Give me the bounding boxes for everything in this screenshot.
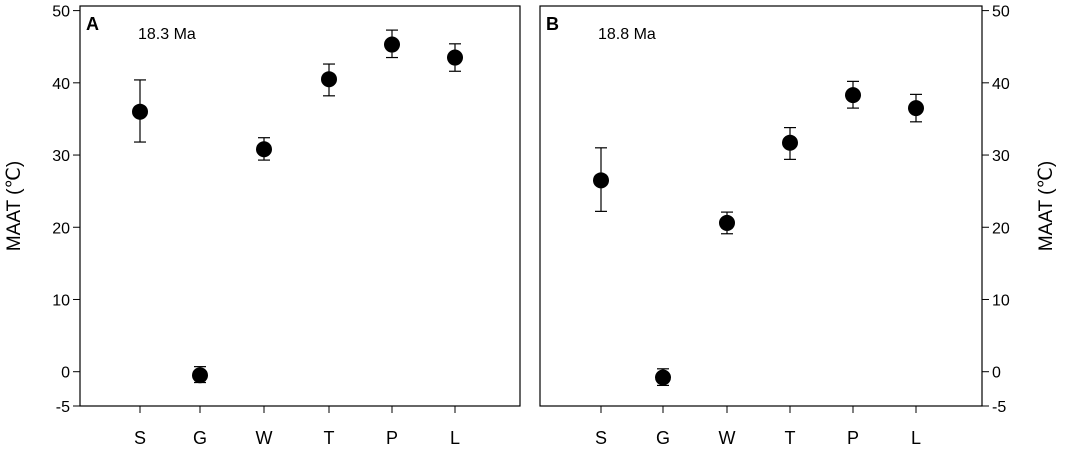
x-tick-label: L bbox=[911, 428, 921, 448]
marker bbox=[593, 172, 609, 189]
panel-label: B bbox=[546, 14, 559, 34]
x-tick-label: L bbox=[450, 428, 460, 448]
y-axis-label: MAAT (℃) bbox=[4, 161, 25, 251]
y-tick-label: 10 bbox=[992, 292, 1010, 309]
x-tick-label: S bbox=[595, 428, 607, 448]
data-point-w bbox=[256, 137, 272, 161]
x-tick-label: G bbox=[656, 428, 670, 448]
data-point-t bbox=[321, 63, 337, 97]
data-point-s bbox=[132, 79, 148, 143]
y-tick-label: -5 bbox=[56, 399, 70, 416]
marker bbox=[655, 369, 671, 386]
panel-b: -5 0 10 20 30 40 50 S G W T P L MAAT (℃) B 18.8 Ma bbox=[539, 4, 1057, 448]
x-tick-label: P bbox=[847, 428, 859, 448]
marker bbox=[845, 87, 861, 104]
data-point-p bbox=[845, 80, 861, 109]
marker bbox=[719, 214, 735, 231]
y-tick-label: 20 bbox=[52, 220, 70, 237]
marker bbox=[384, 36, 400, 53]
data-point-l bbox=[447, 43, 463, 72]
data-point-w bbox=[719, 211, 735, 235]
panel-annotation: 18.3 Ma bbox=[138, 26, 196, 43]
x-tick-label: G bbox=[193, 428, 207, 448]
y-tick-label: 40 bbox=[992, 76, 1010, 93]
data-point-s bbox=[593, 147, 609, 212]
y-tick-label: 20 bbox=[992, 220, 1010, 237]
marker bbox=[447, 49, 463, 66]
y-tick-label: 30 bbox=[992, 148, 1010, 165]
marker bbox=[908, 100, 924, 117]
y-tick-label: 0 bbox=[61, 365, 70, 382]
marker bbox=[192, 367, 208, 384]
data-point-g bbox=[192, 366, 208, 384]
y-axis-label: MAAT (℃) bbox=[1036, 161, 1057, 251]
x-tick-label: P bbox=[386, 428, 398, 448]
marker bbox=[782, 134, 798, 151]
x-tick-label: W bbox=[256, 428, 273, 448]
marker bbox=[256, 141, 272, 158]
y-tick-label: 0 bbox=[992, 365, 1001, 382]
x-tick-label: W bbox=[719, 428, 736, 448]
plot-frame bbox=[539, 5, 983, 407]
y-tick-label: 10 bbox=[52, 292, 70, 309]
panel-a: -5 0 10 20 30 40 50 S G W T P L MAAT (℃) A 18.3 Ma bbox=[4, 4, 521, 448]
marker bbox=[132, 103, 148, 120]
x-tick-label: S bbox=[134, 428, 146, 448]
y-tick-label: -5 bbox=[992, 399, 1006, 416]
panel-label: A bbox=[86, 14, 99, 34]
x-tick-label: T bbox=[785, 428, 796, 448]
data-point-g bbox=[655, 368, 671, 387]
y-tick-label: 50 bbox=[992, 4, 1010, 21]
y-tick-label: 30 bbox=[52, 148, 70, 165]
y-tick-label: 40 bbox=[52, 76, 70, 93]
marker bbox=[321, 71, 337, 88]
panel-annotation: 18.8 Ma bbox=[598, 26, 656, 43]
data-point-t bbox=[782, 126, 798, 160]
x-tick-label: T bbox=[324, 428, 335, 448]
data-point-p bbox=[384, 29, 400, 59]
y-tick-label: 50 bbox=[52, 4, 70, 21]
data-point-l bbox=[908, 93, 924, 123]
plot-frame bbox=[79, 5, 521, 407]
